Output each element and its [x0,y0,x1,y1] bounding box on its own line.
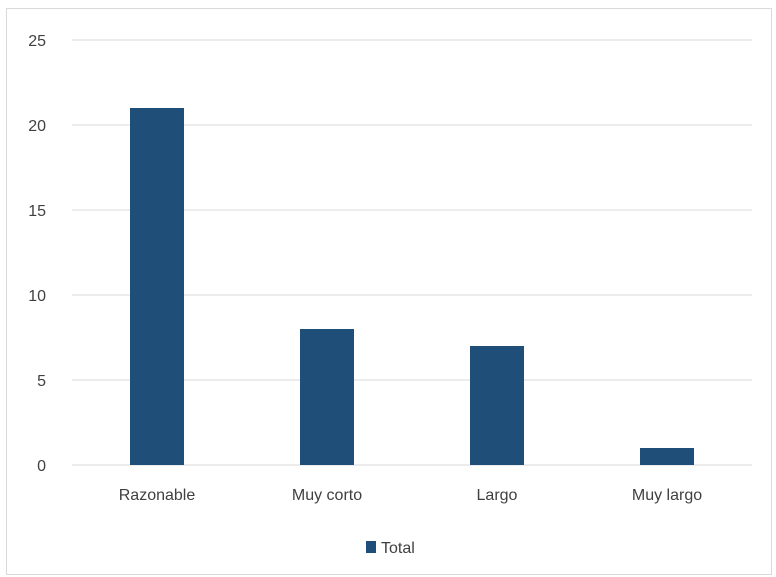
y-tick-label: 25 [28,33,46,50]
y-tick-label: 10 [28,288,46,305]
bars [130,108,694,465]
legend-swatch-total [366,541,376,553]
bar [130,108,184,465]
bar [470,346,524,465]
bar [300,329,354,465]
y-tick-label: 0 [37,458,46,475]
x-tick-label: Muy largo [632,487,702,504]
bar [640,448,694,465]
gridlines [72,39,752,466]
x-tick-label: Muy corto [292,487,362,504]
y-axis-ticks: 0 5 10 15 20 25 [28,33,46,475]
y-tick-label: 15 [28,203,46,220]
y-tick-label: 20 [28,118,46,135]
x-tick-label: Razonable [119,487,196,504]
x-axis-ticks: Razonable Muy corto Largo Muy largo [119,487,702,504]
x-tick-label: Largo [477,487,518,504]
legend-label-total: Total [381,540,415,557]
legend: Total [366,540,415,557]
y-tick-label: 5 [37,373,46,390]
